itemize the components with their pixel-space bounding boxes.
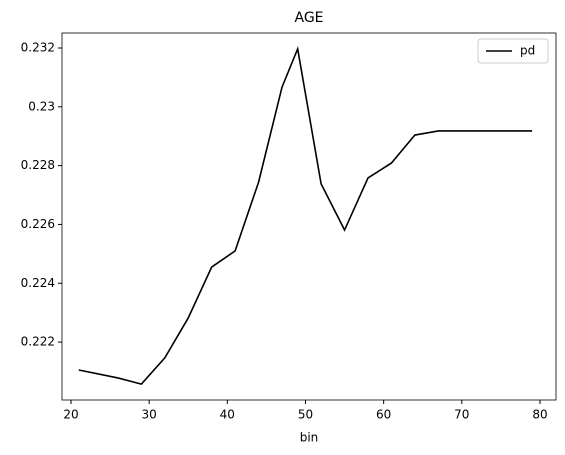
legend-label: pd [520,44,535,58]
line [78,46,533,386]
y-tick-label: 0.226 [21,217,55,231]
plot-frame [61,32,557,401]
y-tick-label: 0.23 [28,99,55,113]
x-tick-label: 60 [376,408,391,422]
y-tick-label: 0.232 [21,40,55,54]
x-tick-label: 80 [532,408,547,422]
y-tick-label: 0.228 [21,158,55,172]
x-tick-label: 50 [298,408,313,422]
x-tick-label: 30 [142,408,157,422]
x-tick-label: 20 [63,408,78,422]
y-tick-label: 0.224 [21,276,55,290]
x-tick-label: 40 [220,408,235,422]
y-tick-label: 0.222 [21,335,55,349]
x-tick-label: 70 [454,408,469,422]
legend-box [477,38,549,64]
x-axis-label: bin [300,431,319,445]
chart-title: AGE [294,10,323,26]
